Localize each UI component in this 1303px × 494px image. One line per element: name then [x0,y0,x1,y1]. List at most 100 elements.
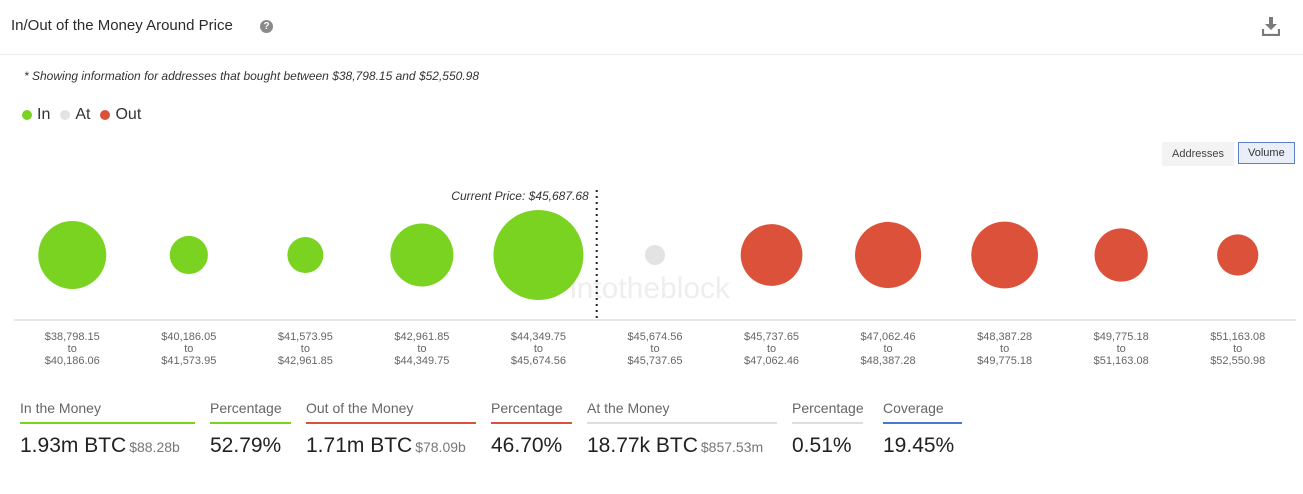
stat-label: Percentage [491,400,563,416]
stat-sub-value: $78.09b [415,439,466,455]
legend-item-in[interactable]: In [22,106,50,124]
bubble-in[interactable] [493,210,584,300]
stat-underline [210,422,291,424]
stat-underline [587,422,777,424]
tick-label: $44,349.75 [511,331,566,343]
bubble-at[interactable] [645,245,665,265]
tick-label: to [767,343,776,355]
current-price-label: Current Price: $45,687.68 [451,189,589,203]
tick-label: to [1117,343,1126,355]
stat-underline [20,422,195,424]
tick-label: $47,062.46 [861,331,916,343]
volume-toggle-button[interactable]: Volume [1238,142,1295,164]
stat-label: At the Money [587,400,670,416]
tick-label: to [883,343,892,355]
tick-label: $48,387.28 [861,355,916,367]
legend-item-out[interactable]: Out [100,106,141,124]
stat-underline [792,422,863,424]
tick-label: $51,163.08 [1210,331,1265,343]
legend-label-at: At [75,106,91,123]
chart-header: In/Out of the Money Around Price ? [0,0,1303,55]
bubble-in[interactable] [287,237,324,273]
stat-label: Out of the Money [306,400,414,416]
stat-label: In the Money [20,400,101,416]
watermark: intotheblock [570,272,731,305]
stat-underline [491,422,572,424]
addresses-toggle-button[interactable]: Addresses [1162,142,1234,166]
bubble-chart: intotheblock$38,798.15to$40,186.06$40,18… [14,189,1296,367]
stat-5: Percentage 0.51% [792,400,864,458]
tick-label: $45,674.56 [627,331,682,343]
tick-label: to [1233,343,1242,355]
tick-label: $44,349.75 [394,355,449,367]
bubble-out[interactable] [1094,228,1148,282]
stat-sub-value: $857.53m [700,439,764,455]
bubble-out[interactable] [740,224,803,286]
stat-main-value: 46.70% [491,434,563,457]
stat-value: 46.70% [491,434,572,458]
legend-dot-in [22,110,32,120]
stat-0: In the Money 1.93m BTC $88.28b [20,400,195,458]
stat-2: Out of the Money 1.71m BTC $78.09b [306,400,476,458]
tick-label: $42,961.85 [278,355,333,367]
page-title: In/Out of the Money Around Price [11,17,233,34]
stat-underline [306,422,476,424]
stat-value: 0.51% [792,434,863,458]
legend: In At Out [22,106,151,124]
stat-value: 19.45% [883,434,962,458]
stat-1: Percentage 52.79% [210,400,291,458]
tick-label: $40,186.06 [45,355,100,367]
tick-label: $42,961.85 [394,331,449,343]
tick-label: $51,163.08 [1094,355,1149,367]
tick-label: to [184,343,193,355]
stat-value: 1.71m BTC $78.09b [306,434,476,458]
stat-value: 52.79% [210,434,291,458]
stat-underline [883,422,962,424]
stat-main-value: 1.93m BTC [20,434,127,457]
stat-4: At the Money 18.77k BTC $857.53m [587,400,777,458]
tick-label: to [1000,343,1009,355]
bubble-in[interactable] [169,235,208,275]
legend-label-out: Out [115,106,142,123]
tick-label: $38,798.15 [45,331,100,343]
tick-label: to [68,343,77,355]
tick-label: $45,674.56 [511,355,566,367]
stat-main-value: 0.51% [792,434,852,457]
stat-label: Percentage [210,400,282,416]
tick-label: $47,062.46 [744,355,799,367]
tick-label: $41,573.95 [161,355,216,367]
stat-label: Coverage [883,400,944,416]
stat-3: Percentage 46.70% [491,400,572,458]
tick-label: to [650,343,659,355]
legend-label-in: In [37,106,51,123]
stat-6: Coverage 19.45% [883,400,962,458]
tick-label: $49,775.18 [1094,331,1149,343]
stat-main-value: 52.79% [210,434,282,457]
legend-dot-out [100,110,111,120]
stats-row: In the Money 1.93m BTC $88.28b Percentage 52… [0,400,1303,494]
bubble-in[interactable] [38,221,107,289]
tick-label: $41,573.95 [278,331,333,343]
tick-label: to [301,343,310,355]
stat-value: 18.77k BTC $857.53m [587,434,777,458]
stat-sub-value: $88.28b [129,439,180,455]
tick-label: $52,550.98 [1210,355,1265,367]
stat-main-value: 18.77k BTC [587,434,698,457]
tick-label: $40,186.05 [161,331,216,343]
bubble-out[interactable] [1217,234,1259,276]
stat-label: Percentage [792,400,864,416]
bubble-out[interactable] [855,221,922,289]
tick-label: $48,387.28 [977,331,1032,343]
legend-dot-at [60,110,71,120]
stat-value: 1.93m BTC $88.28b [20,434,195,458]
bubble-in[interactable] [390,223,454,287]
download-icon[interactable] [1262,16,1280,36]
tick-label: $49,775.18 [977,355,1032,367]
legend-item-at[interactable]: At [60,106,90,124]
tick-label: $45,737.65 [744,331,799,343]
tick-label: to [417,343,426,355]
help-icon[interactable]: ? [260,20,273,33]
tick-label: $45,737.65 [627,355,682,367]
stat-main-value: 19.45% [883,434,955,457]
bubble-out[interactable] [971,221,1039,289]
